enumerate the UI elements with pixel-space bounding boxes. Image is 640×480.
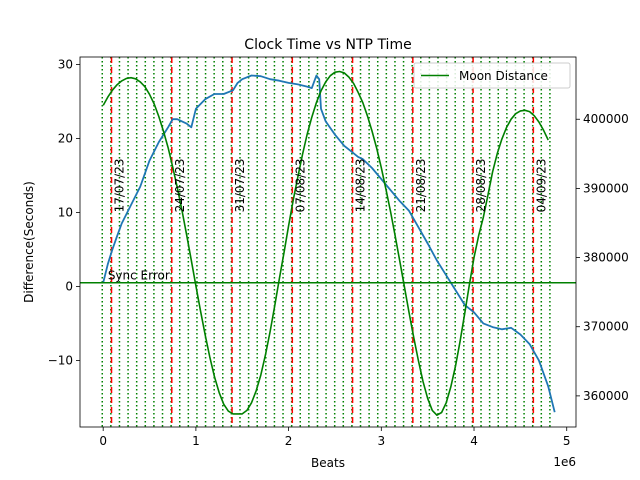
x-tick-label: 4 bbox=[470, 434, 478, 448]
y2-tick-label: 370000 bbox=[583, 320, 629, 334]
y2-tick-label: 390000 bbox=[583, 181, 629, 195]
y2-axis-ticks: 360000 370000 380000 390000 400000 bbox=[576, 112, 629, 403]
x-tick-label: 2 bbox=[285, 434, 293, 448]
week-marker-label: 17/07/23 bbox=[113, 158, 127, 212]
x-axis-offset-label: 1e6 bbox=[553, 455, 576, 469]
x-axis-label: Beats bbox=[311, 456, 345, 470]
x-tick-label: 1 bbox=[192, 434, 200, 448]
week-marker-label: 14/08/23 bbox=[354, 158, 368, 212]
series-layer bbox=[102, 70, 556, 417]
legend-label-moon-distance: Moon Distance bbox=[459, 69, 548, 83]
week-marker-label: 21/08/23 bbox=[414, 158, 428, 212]
legend-box bbox=[413, 62, 571, 89]
legend: Moon Distance bbox=[413, 62, 571, 89]
x-tick-label: 0 bbox=[99, 434, 107, 448]
week-marker-labels: 17/07/23 24/07/23 31/07/23 07/08/23 14/08/23… bbox=[113, 158, 549, 212]
y-axis-ticks: −10 0 10 20 30 bbox=[48, 57, 80, 367]
moon-distance-line bbox=[102, 70, 549, 417]
y-tick-label: 0 bbox=[65, 279, 73, 293]
day-marker-lines bbox=[101, 57, 551, 427]
y2-tick-label: 400000 bbox=[583, 112, 629, 126]
week-marker-label: 07/08/23 bbox=[293, 158, 307, 212]
y-tick-label: 30 bbox=[58, 57, 73, 71]
sync-error-layer: Sync Error bbox=[80, 269, 576, 284]
x-axis-ticks: 0 1 2 3 4 5 bbox=[99, 427, 571, 448]
y-tick-label: 20 bbox=[58, 131, 73, 145]
y-tick-label: 10 bbox=[58, 205, 73, 219]
week-marker-lines bbox=[110, 57, 535, 427]
x-tick-label: 5 bbox=[563, 434, 571, 448]
week-marker-label: 24/07/23 bbox=[173, 158, 187, 212]
week-marker-label: 31/07/23 bbox=[233, 158, 247, 212]
y-axis-label: Difference(Seconds) bbox=[22, 181, 36, 303]
sync-error-label: Sync Error bbox=[108, 269, 170, 283]
y-tick-label: −10 bbox=[48, 353, 73, 367]
week-marker-label: 04/09/23 bbox=[534, 158, 548, 212]
chart-title: Clock Time vs NTP Time bbox=[244, 37, 411, 53]
plot-frame bbox=[79, 56, 577, 428]
y2-tick-label: 380000 bbox=[583, 251, 629, 265]
y2-tick-label: 360000 bbox=[583, 389, 629, 403]
x-tick-label: 3 bbox=[377, 434, 385, 448]
week-marker-label: 28/08/23 bbox=[474, 158, 488, 212]
